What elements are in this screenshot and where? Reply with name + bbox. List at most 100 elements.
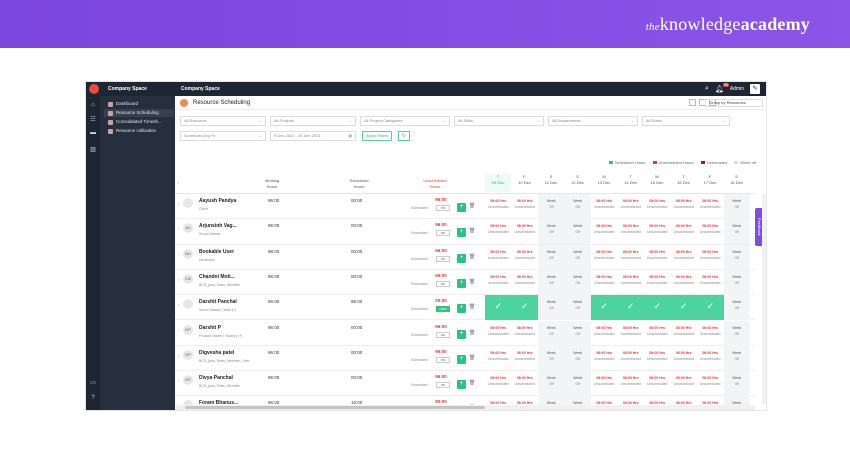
add-schedule-button[interactable]: + [457, 354, 466, 364]
group-by-select[interactable]: Group by Resources [705, 99, 763, 107]
people-icon[interactable]: ☷ [90, 117, 96, 123]
skills-filter[interactable]: All Skills ⌄ [454, 116, 544, 126]
project-categories-filter[interactable]: All Project Categories ⌄ [360, 116, 450, 126]
expand-row-icon[interactable]: › [178, 352, 180, 358]
add-schedule-button[interactable]: + [457, 253, 466, 263]
fully-scheduled-cell[interactable]: ✓ [644, 295, 671, 321]
table-row[interactable]: › DP Divya Panchal BCS_java_Team_Member … [175, 371, 755, 397]
projects-filter[interactable]: All Projects ⌄ [270, 116, 356, 126]
add-schedule-button[interactable]: + [457, 380, 466, 390]
add-schedule-button[interactable]: + [457, 228, 466, 238]
apply-filters-button[interactable]: Apply Filters [362, 131, 393, 141]
trash-icon[interactable]: 🗑︎ [469, 278, 476, 285]
trash-icon[interactable]: 🗑︎ [469, 380, 476, 387]
fully-scheduled-cell[interactable]: ✓ [617, 295, 644, 321]
fully-scheduled-cell[interactable]: ✓ [670, 295, 697, 321]
folder-icon[interactable]: ▬ [90, 130, 96, 136]
table-row[interactable]: › DP Digvesha patel BCS_java_Team_Member… [175, 345, 755, 372]
expand-row-icon[interactable]: › [178, 302, 180, 308]
trash-icon[interactable]: 🗑︎ [469, 203, 476, 209]
scheduled-percent-filter[interactable]: Scheduled Any % ⌄ [180, 131, 266, 141]
roles-filter[interactable]: All Roles ⌄ [642, 116, 730, 126]
add-schedule-button[interactable]: + [457, 278, 466, 288]
nav-item-consolidated-timesheet[interactable]: Consolidated Timesh... [104, 118, 174, 126]
expand-row-icon[interactable]: › [178, 226, 180, 232]
refresh-button[interactable]: ↻ [398, 131, 410, 141]
expand-all-icon[interactable]: › [178, 180, 180, 185]
fully-scheduled-cell[interactable]: ✓ [485, 295, 512, 321]
resource-name[interactable]: Chandni Moti... [199, 273, 235, 280]
horizontal-scrollbar[interactable] [175, 405, 755, 410]
expand-row-icon[interactable]: › [178, 378, 180, 384]
search-icon[interactable]: ⌕ [705, 85, 709, 92]
expand-row-icon[interactable]: › [178, 327, 180, 333]
table-row[interactable]: › Darshit Panchal Scrum Master | Web (+)… [175, 295, 755, 321]
fully-scheduled-cell[interactable]: ✓ [697, 295, 724, 321]
table-row[interactable]: › AV Arjunsinh Vag... Scrum Master 96:00… [175, 219, 755, 245]
expand-row-icon[interactable]: › [178, 251, 180, 257]
add-schedule-button[interactable]: + [457, 329, 466, 339]
app-logo[interactable] [89, 84, 99, 94]
table-row[interactable]: › BU Bookable User Developer 96:00 00:00… [175, 244, 755, 270]
briefcase-icon[interactable]: ▭ [90, 380, 96, 386]
resource-name[interactable]: Aayush Pandya [199, 198, 237, 204]
resource-name[interactable]: Divya Panchal [199, 375, 233, 382]
list-view-icon[interactable] [689, 99, 696, 106]
resource-name[interactable]: Darshit Panchal [199, 299, 237, 306]
nav-item-resource-utilization[interactable]: Resource Utilization [104, 127, 174, 135]
departments-filter[interactable]: All Departments ⌄ [548, 116, 638, 126]
